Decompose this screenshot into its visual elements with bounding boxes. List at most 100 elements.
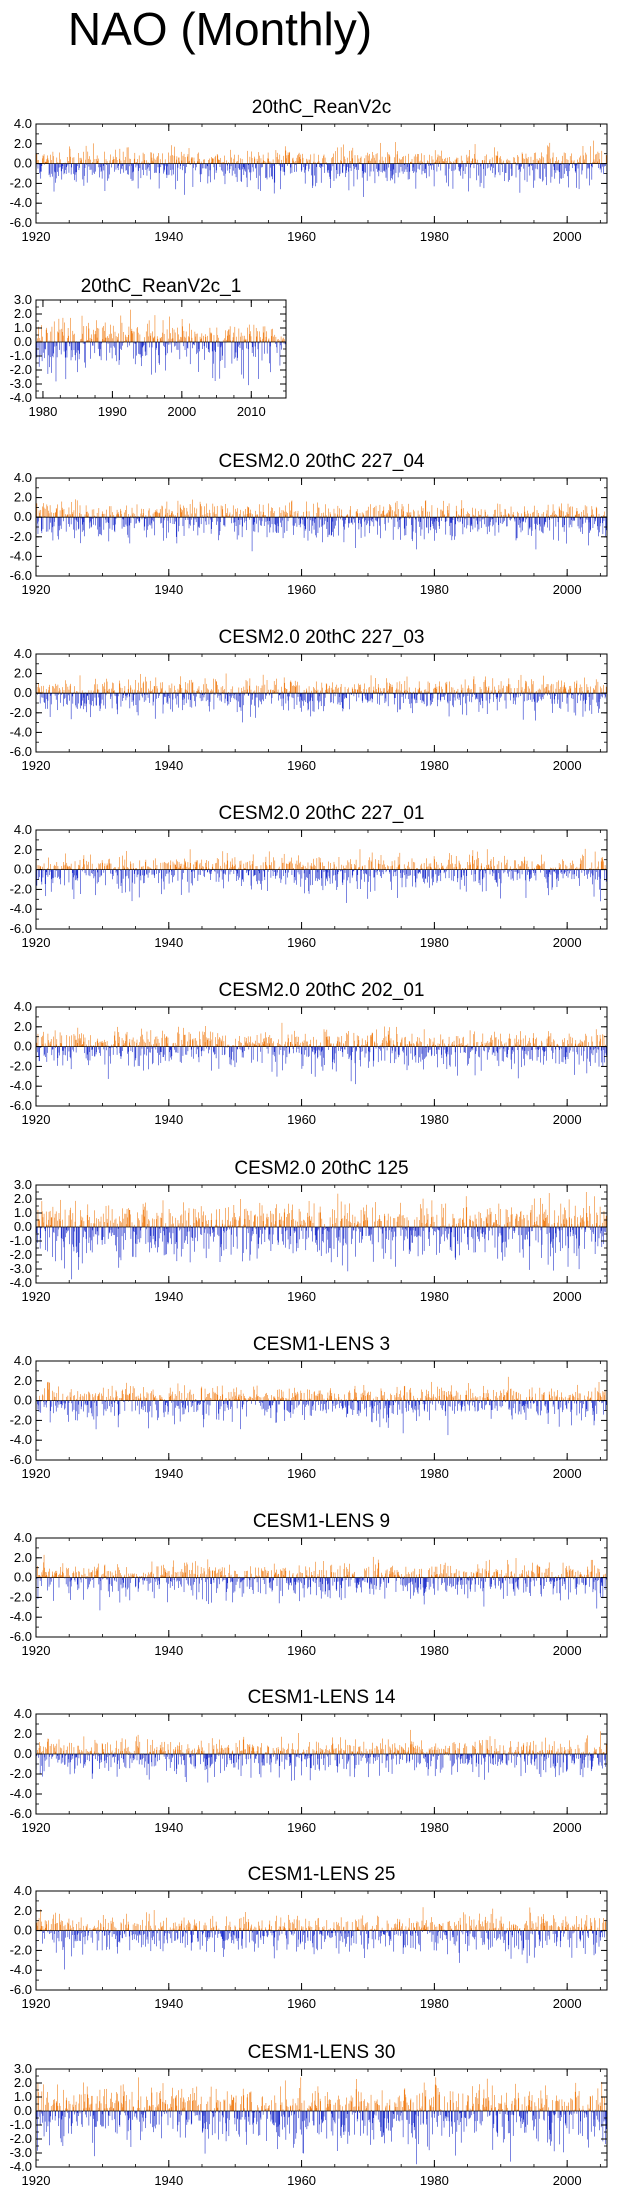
bar [540, 869, 541, 873]
bar [283, 510, 284, 518]
bar [346, 157, 348, 164]
bar [277, 339, 279, 342]
bar [64, 693, 65, 699]
bar [534, 869, 536, 876]
bar [251, 342, 253, 353]
bar [400, 517, 402, 519]
bar [254, 517, 256, 532]
bar [135, 869, 137, 871]
bar [373, 686, 375, 694]
bar [177, 693, 178, 697]
bar [330, 687, 332, 694]
bar [276, 517, 277, 533]
bar [249, 678, 251, 694]
bar [275, 684, 276, 694]
bar [383, 163, 385, 171]
bar [139, 517, 141, 522]
bar [91, 869, 92, 873]
bar [430, 163, 432, 166]
bar [373, 517, 375, 527]
bar [585, 517, 587, 523]
bar [205, 866, 207, 870]
bar [344, 159, 346, 164]
bar [527, 158, 528, 164]
bar [314, 517, 315, 523]
bar [273, 163, 275, 194]
bar [240, 864, 241, 870]
bar [189, 849, 191, 870]
bar [289, 510, 291, 518]
bar [231, 163, 233, 176]
bar [551, 868, 552, 870]
bar [338, 869, 339, 872]
bar [572, 860, 573, 870]
bar [190, 679, 192, 694]
bar [69, 342, 71, 344]
bar [469, 862, 471, 870]
bar [405, 517, 407, 536]
bar [543, 517, 545, 527]
bar [52, 342, 54, 358]
bar [393, 163, 395, 170]
bar [312, 693, 313, 702]
bar [575, 515, 577, 518]
bar [509, 869, 510, 872]
bar [182, 510, 183, 518]
bar [317, 502, 318, 518]
bar [366, 869, 367, 875]
bar [264, 342, 265, 354]
bar [113, 690, 115, 694]
bar [597, 161, 598, 164]
bar [167, 163, 169, 176]
bar [288, 691, 290, 694]
bar [180, 336, 181, 342]
bar [461, 690, 463, 694]
bar [400, 159, 401, 164]
bar [75, 869, 76, 881]
bar [68, 517, 69, 524]
bar [40, 340, 41, 342]
bar [535, 869, 537, 881]
bar [300, 869, 302, 887]
bar [276, 342, 277, 348]
bar [537, 517, 538, 525]
bar [226, 852, 228, 870]
bar [133, 693, 134, 706]
bar [520, 693, 521, 697]
bar [441, 686, 442, 694]
bar [333, 508, 335, 518]
bar [258, 155, 260, 164]
bar [504, 517, 505, 521]
bar [281, 857, 283, 870]
bar [475, 868, 477, 870]
bar [395, 142, 396, 164]
bar [255, 342, 256, 357]
bar [569, 517, 571, 525]
bar [271, 693, 272, 704]
bar [58, 693, 59, 695]
bar [42, 691, 43, 694]
bar [75, 499, 76, 518]
bar [352, 517, 354, 525]
bar [91, 863, 93, 870]
bar [222, 685, 224, 694]
bar [530, 163, 531, 165]
bar [147, 869, 149, 878]
bar [186, 507, 188, 518]
bar [240, 860, 242, 870]
bar [493, 514, 495, 518]
bar [195, 860, 197, 870]
bar [298, 517, 299, 519]
bar [242, 335, 244, 342]
bar [583, 514, 585, 518]
bar [68, 335, 70, 342]
bar [410, 161, 412, 164]
bar [427, 517, 429, 519]
bar [108, 517, 110, 542]
bar [390, 866, 392, 870]
bar [181, 512, 183, 518]
bar [605, 163, 606, 166]
bar [294, 680, 296, 694]
bar [161, 687, 163, 694]
bar [251, 151, 252, 164]
